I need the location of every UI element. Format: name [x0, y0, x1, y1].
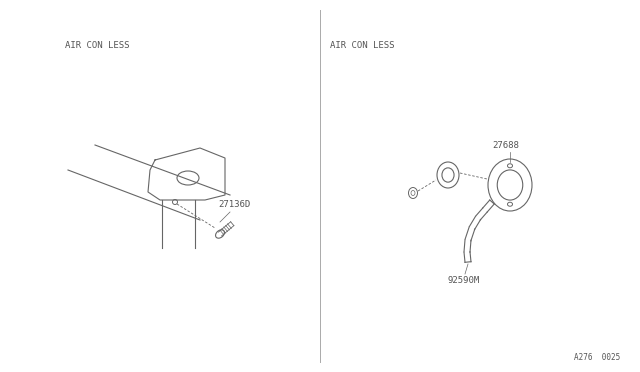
- Text: 27688: 27688: [492, 141, 519, 150]
- Text: AIR CON LESS: AIR CON LESS: [65, 41, 129, 50]
- Text: 27136D: 27136D: [218, 200, 250, 209]
- Text: AIR CON LESS: AIR CON LESS: [330, 41, 394, 50]
- Text: 92590M: 92590M: [448, 276, 480, 285]
- Text: A276  0025: A276 0025: [573, 353, 620, 362]
